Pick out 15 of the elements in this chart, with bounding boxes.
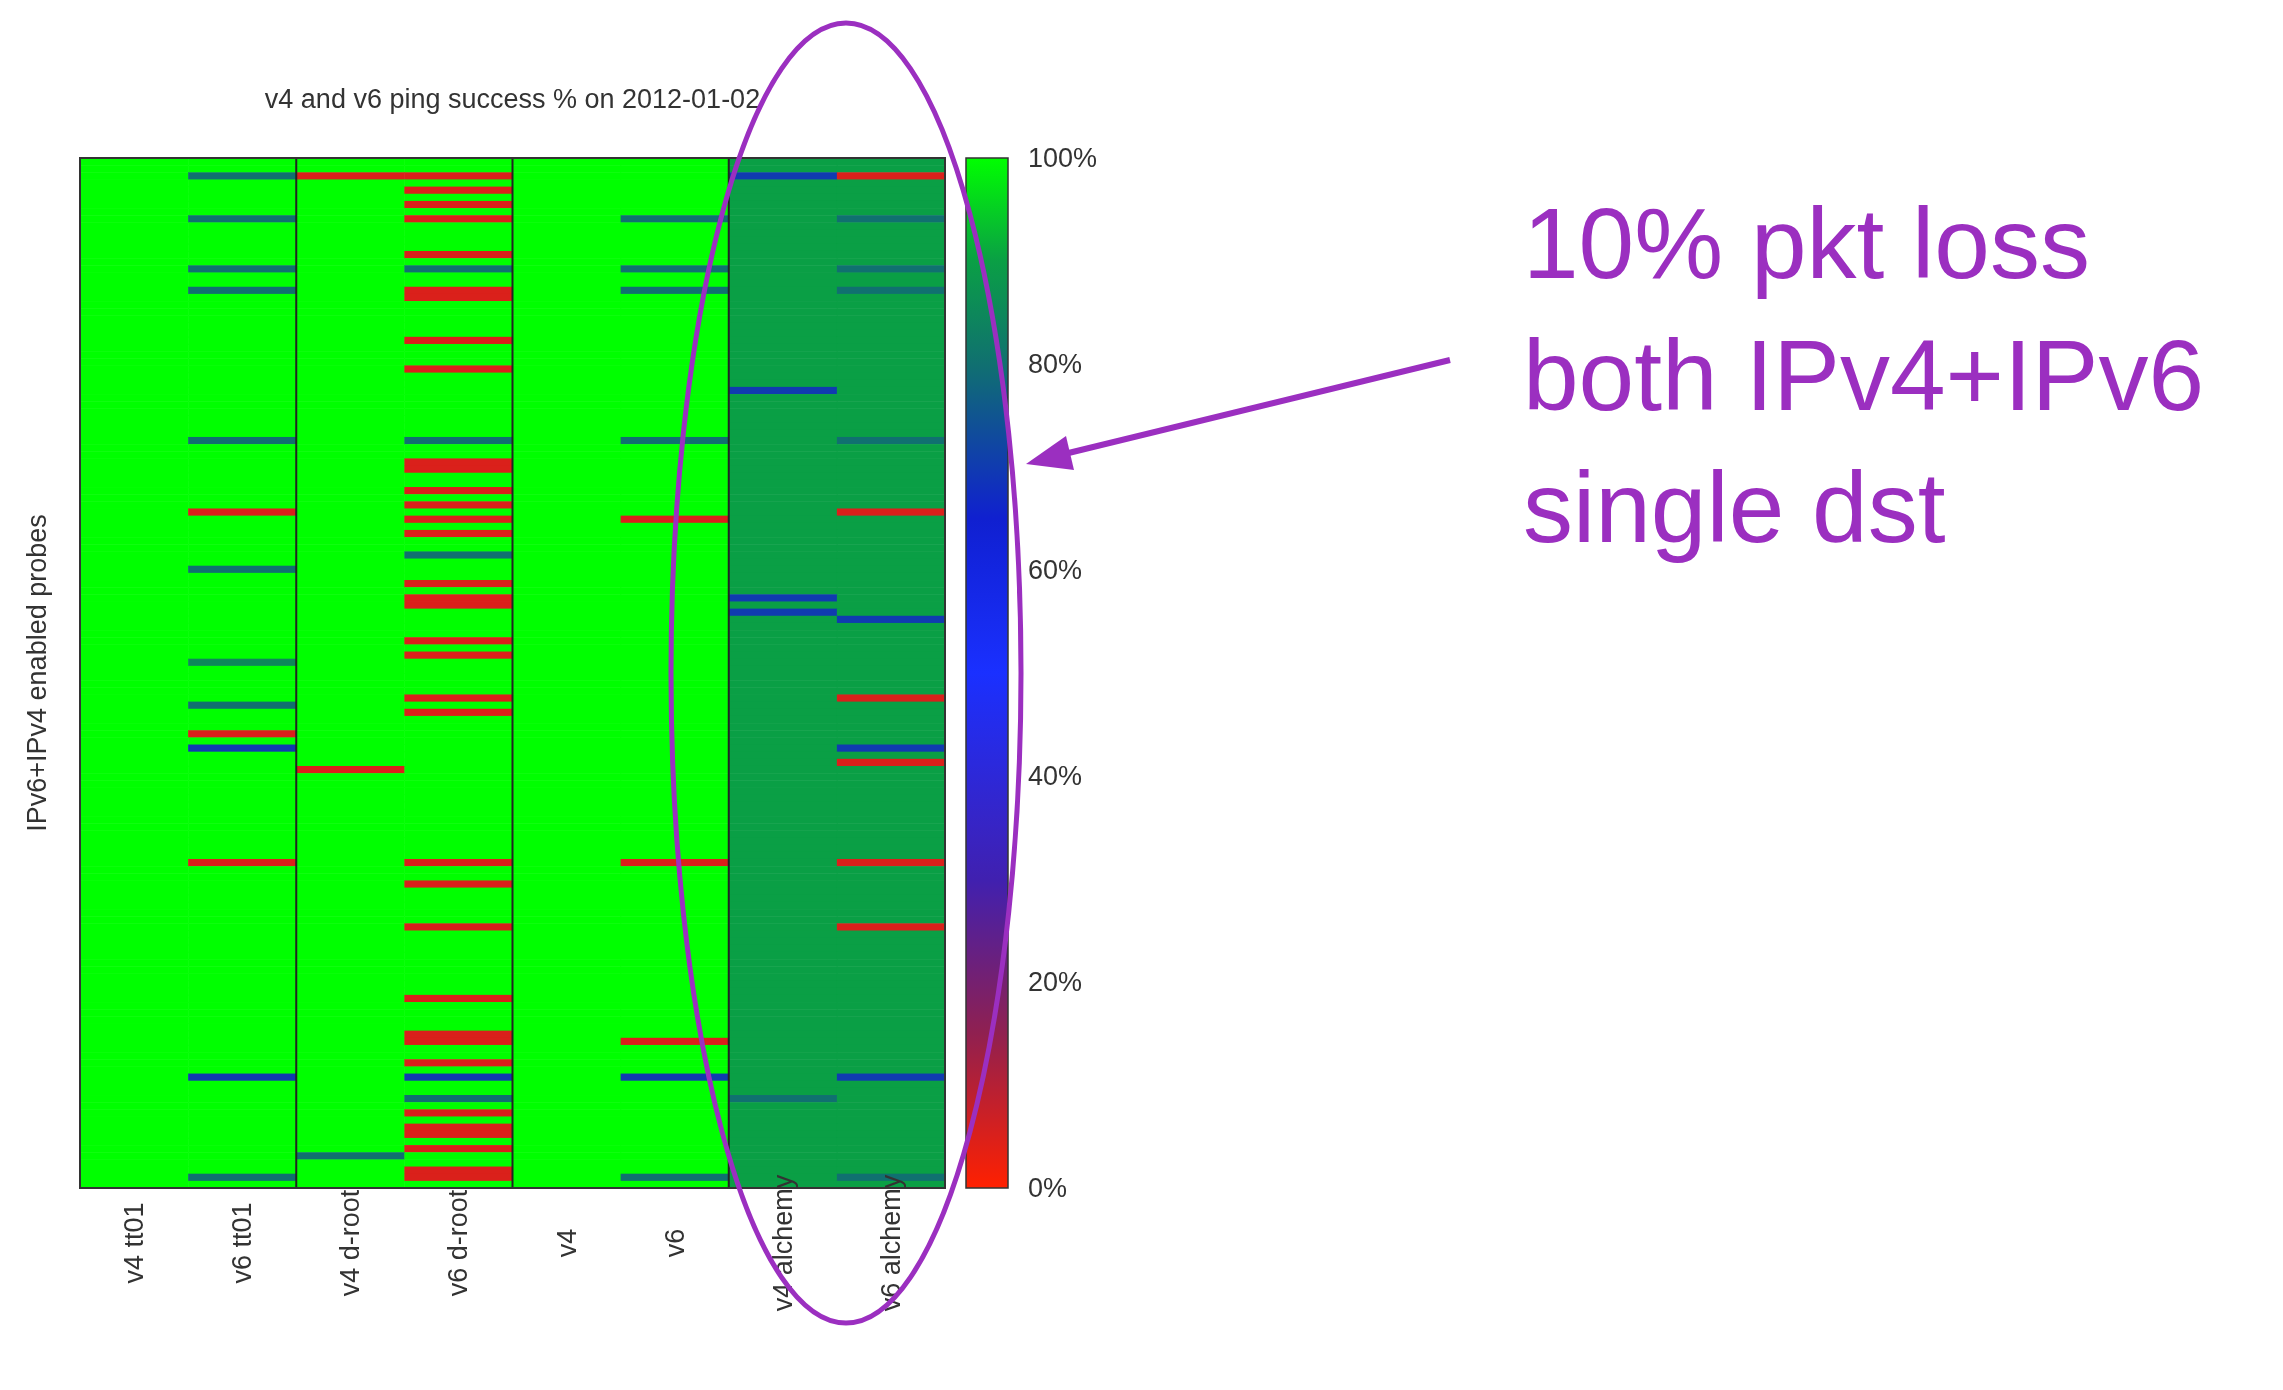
color-bar-label: 40% <box>1028 761 1083 791</box>
color-bar-label: 0% <box>1028 1173 1068 1203</box>
x-tick-label: v6 tt01 <box>227 1202 258 1284</box>
color-bar-label: 20% <box>1028 967 1083 997</box>
x-tick-label: v4 d-root <box>335 1189 366 1297</box>
text: 10% pkt loss both IPv4+IPv6 single dst <box>1523 187 2205 563</box>
x-tick-label: v4 tt01 <box>119 1202 150 1284</box>
color-bar-label: 60% <box>1028 555 1083 585</box>
color-bar-label: 80% <box>1028 349 1083 379</box>
color-bar-label: 100% <box>1028 143 1098 173</box>
x-tick-label: v4 <box>551 1228 582 1258</box>
chart-title: v4 and v6 ping success % on 2012-01-02 <box>264 84 761 114</box>
x-tick-label: v6 <box>659 1228 690 1258</box>
x-tick-label: v6 d-root <box>443 1189 474 1297</box>
y-axis-title: IPv6+IPv4 enabled probes <box>22 514 52 832</box>
